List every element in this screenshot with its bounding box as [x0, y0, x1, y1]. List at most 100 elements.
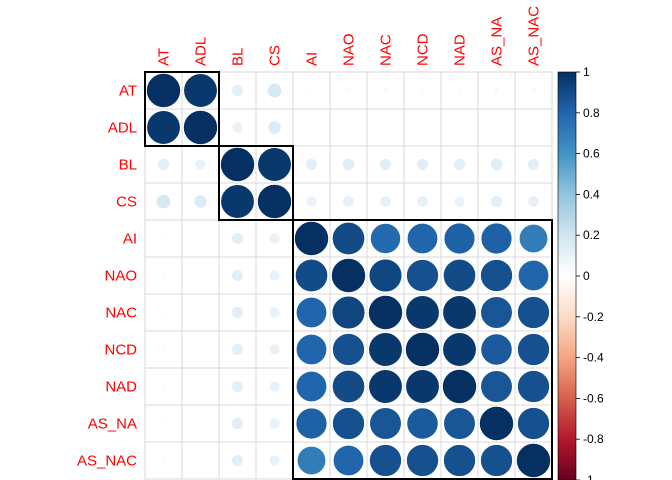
colorbar-tick-label: -0.2: [583, 310, 604, 324]
matrix-cell: [181, 256, 220, 295]
matrix-cell: [181, 219, 220, 258]
matrix-cell: [477, 108, 516, 147]
correlation-circle: [368, 258, 403, 293]
correlation-circle: [405, 332, 440, 367]
correlation-circle: [231, 121, 244, 134]
correlation-circle: [379, 158, 392, 171]
column-label: AS_NA: [489, 17, 506, 66]
column-label: NAO: [341, 33, 358, 66]
matrix-cell: [181, 404, 220, 443]
column-labels: AT ADL BL CS AI NAO NAC NCD NAD AS_NA AS_NAC: [156, 6, 543, 66]
row-label: AS_NA: [88, 416, 137, 433]
correlation-circle: [231, 417, 244, 430]
matrix-cell: [218, 108, 257, 147]
correlation-circle: [332, 444, 365, 477]
correlation-circle: [295, 296, 328, 329]
correlation-circle: [295, 370, 328, 403]
correlation-circle: [490, 158, 503, 171]
correlation-circle: [295, 259, 328, 292]
correlation-circle: [480, 370, 513, 403]
colorbar-tick-label: 0: [583, 269, 590, 283]
correlation-circle: [490, 195, 503, 208]
colorbar-tick-label: -0.6: [583, 391, 604, 405]
correlation-circle: [480, 259, 513, 292]
correlation-circle: [257, 184, 292, 219]
matrix-cell: [403, 108, 442, 147]
correlation-circle: [517, 259, 550, 292]
column-label: CS: [267, 45, 284, 66]
correlation-circle: [220, 147, 255, 182]
correlation-circle: [155, 193, 172, 210]
row-label: AS_NAC: [77, 453, 137, 470]
correlation-circle: [268, 269, 281, 282]
colorbar-tick-label: -1: [583, 473, 594, 480]
correlation-circle: [331, 295, 366, 330]
correlation-circle: [231, 306, 244, 319]
row-label: NAD: [105, 379, 137, 396]
correlation-circle: [443, 259, 476, 292]
correlation-circle: [369, 407, 402, 440]
row-label: NCD: [105, 342, 138, 359]
correlation-circle: [183, 73, 218, 108]
row-label: NAO: [104, 268, 137, 285]
correlation-circle: [517, 370, 550, 403]
column-label: AS_NAC: [526, 6, 543, 66]
correlation-circle: [517, 333, 550, 366]
correlation-circle: [443, 222, 476, 255]
row-label: ADL: [108, 120, 137, 137]
correlation-circle: [183, 110, 218, 145]
row-label: AT: [119, 83, 137, 100]
correlation-circle: [416, 158, 429, 171]
correlation-circle: [268, 380, 281, 393]
correlation-circle: [456, 87, 463, 94]
matrix-cell: [366, 108, 405, 147]
correlation-circle: [231, 232, 244, 245]
correlation-circle: [405, 295, 440, 330]
correlation-circle: [160, 346, 167, 353]
correlation-circle: [368, 295, 403, 330]
correlation-circle: [193, 194, 208, 209]
correlation-circle: [342, 195, 355, 208]
correlation-circles: [146, 73, 551, 478]
column-label: NAD: [452, 34, 469, 66]
colorbar-tick-label: 0.4: [583, 187, 600, 201]
colorbar-gradient: [557, 71, 577, 480]
matrix-cell: [440, 108, 479, 147]
correlation-circle: [268, 417, 281, 430]
correlation-circle: [160, 383, 167, 390]
column-label: BL: [230, 48, 247, 66]
cluster-box: [218, 145, 294, 221]
correlation-circle: [406, 407, 439, 440]
correlation-circle: [160, 420, 167, 427]
matrix-cell: [181, 367, 220, 406]
correlation-circle: [480, 222, 513, 255]
column-label: NAC: [378, 34, 395, 66]
correlation-circle: [266, 82, 283, 99]
correlation-circle: [345, 87, 352, 94]
correlation-circle: [382, 87, 389, 94]
correlation-circle: [295, 333, 328, 366]
correlation-circle: [453, 195, 466, 208]
colorbar-tick-label: -0.8: [583, 432, 604, 446]
correlation-circle: [332, 333, 365, 366]
correlation-circle: [368, 369, 403, 404]
matrix-cell: [181, 330, 220, 369]
correlation-circle: [516, 443, 551, 478]
correlation-circle: [305, 158, 318, 171]
correlation-circle: [257, 147, 292, 182]
correlation-circle: [332, 370, 365, 403]
matrix-cell: [329, 108, 368, 147]
correlation-circle: [332, 222, 365, 255]
correlation-circle: [332, 407, 365, 440]
correlation-circle: [231, 269, 244, 282]
correlation-circle: [442, 295, 477, 330]
column-label: AI: [304, 52, 321, 66]
correlation-circle: [518, 223, 549, 254]
correlation-circle: [416, 195, 429, 208]
correlation-circle: [493, 87, 500, 94]
correlation-circle: [442, 332, 477, 367]
cluster-box: [292, 219, 553, 480]
correlation-circle: [194, 158, 207, 171]
correlation-circle: [268, 306, 281, 319]
